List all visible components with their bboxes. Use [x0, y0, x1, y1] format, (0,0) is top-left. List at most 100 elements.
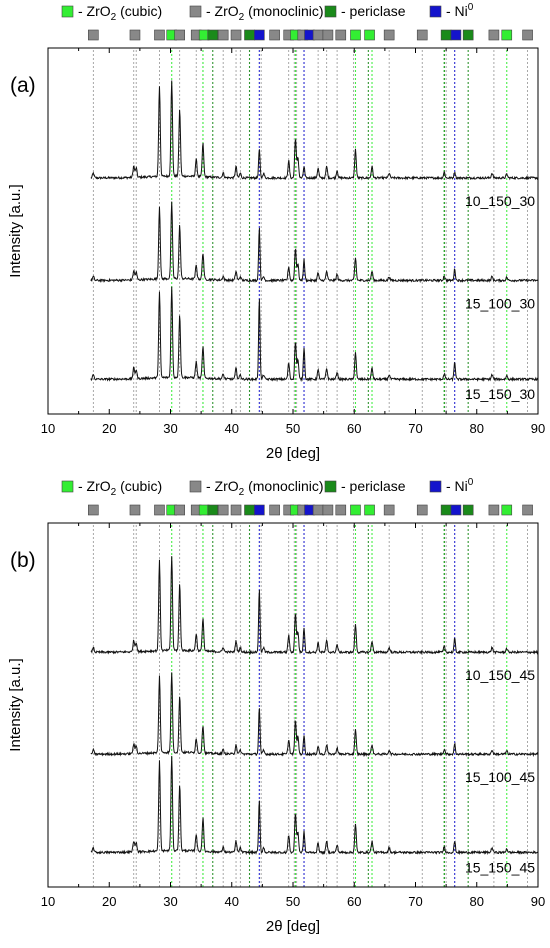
x-axis-label: 2θ [deg]: [266, 445, 320, 462]
legend-after: (cubic): [116, 478, 162, 494]
plot-frame: [47, 522, 539, 888]
phase-marker-monoclinic: [88, 504, 99, 516]
x-tick-label: 90: [531, 894, 545, 909]
y-axis-label: Intensity [a.u.]: [7, 658, 24, 751]
legend-text: - ZrO: [206, 478, 239, 494]
x-tick-label: 30: [163, 421, 177, 436]
phase-marker-cubic: [364, 504, 375, 516]
phase-marker-monoclinic: [335, 29, 347, 41]
legend-label-2: - periclase: [341, 478, 406, 494]
legend-after: (cubic): [116, 3, 162, 19]
pattern-15_100_30: [90, 201, 539, 284]
legend-swatch-1: [189, 480, 202, 493]
phase-marker-monoclinic: [269, 504, 280, 516]
legend-after: (monoclinic): [244, 478, 323, 494]
phase-marker-monoclinic: [217, 504, 229, 516]
phase-marker-monoclinic: [322, 504, 334, 516]
phase-marker-monoclinic: [416, 29, 428, 41]
phase-marker-periclase: [244, 29, 255, 41]
phase-marker-ni: [450, 504, 462, 516]
phase-marker-monoclinic: [312, 504, 324, 516]
pattern-15_150_30: [90, 286, 539, 383]
x-tick-label: 80: [470, 894, 484, 909]
x-tick-label: 60: [347, 421, 361, 436]
legend-label-1: - ZrO2 (monoclinic): [206, 3, 324, 23]
phase-marker-periclase: [207, 29, 219, 41]
legend-swatch-3: [429, 5, 442, 18]
pattern-15_100_45: [90, 672, 539, 758]
series-label: 15_150_45: [465, 859, 535, 875]
series-label: 15_100_30: [465, 295, 535, 311]
legend-superscript: 0: [468, 2, 474, 13]
legend-text: - periclase: [341, 3, 406, 19]
x-tick-label: 10: [41, 421, 55, 436]
x-tick-label: 10: [41, 894, 55, 909]
phase-marker-cubic: [501, 504, 513, 516]
legend-text: - ZrO: [206, 3, 239, 19]
phase-marker-monoclinic: [129, 504, 141, 516]
x-axis-label: 2θ [deg]: [266, 918, 320, 935]
phase-marker-monoclinic: [488, 504, 500, 516]
pattern-15_150_45: [90, 755, 538, 856]
phase-marker-monoclinic: [383, 504, 395, 516]
phase-marker-monoclinic: [269, 29, 280, 41]
x-tick-label: 90: [531, 421, 545, 436]
phase-marker-monoclinic: [312, 29, 324, 41]
series-label: 15_150_30: [465, 386, 535, 402]
legend-swatch-2: [324, 5, 337, 18]
phase-marker-monoclinic: [129, 29, 141, 41]
phase-marker-periclase: [244, 504, 255, 516]
legend-label-3: - Ni0: [446, 477, 474, 494]
x-tick-label: 60: [347, 894, 361, 909]
legend-swatch-3: [429, 480, 442, 493]
phase-marker-monoclinic: [230, 29, 242, 41]
phase-marker-monoclinic: [174, 29, 185, 41]
series-label: 15_100_45: [465, 769, 535, 785]
phase-marker-periclase: [462, 504, 474, 516]
legend-label-1: - ZrO2 (monoclinic): [206, 478, 324, 498]
plot-frame: [47, 47, 539, 415]
legend-label-3: - Ni0: [446, 2, 474, 19]
x-tick-label: 70: [408, 421, 422, 436]
phase-marker-monoclinic: [322, 29, 334, 41]
x-tick-label: 20: [102, 421, 116, 436]
x-tick-label: 70: [408, 894, 422, 909]
legend-subscript: 2: [111, 487, 117, 498]
pattern-10_150_45: [90, 556, 539, 655]
phase-marker-periclase: [440, 29, 452, 41]
legend-label-2: - periclase: [341, 3, 406, 19]
x-tick-label: 30: [163, 894, 177, 909]
legend-subscript: 2: [239, 12, 245, 23]
panel-b: - ZrO2 (cubic) - ZrO2 (monoclinic) - peric…: [7, 477, 545, 935]
phase-marker-ni: [450, 29, 462, 41]
legend-superscript: 0: [468, 477, 474, 488]
legend-text: - periclase: [341, 478, 406, 494]
phase-marker-monoclinic: [416, 504, 428, 516]
phase-marker-ni: [254, 29, 265, 41]
x-tick-label: 50: [286, 421, 300, 436]
panel-label: (a): [10, 74, 36, 97]
legend-swatch-1: [189, 5, 202, 18]
legend-text: - ZrO: [78, 478, 111, 494]
legend-text: - Ni: [446, 478, 468, 494]
legend-subscript: 2: [111, 12, 117, 23]
phase-marker-monoclinic: [88, 29, 99, 41]
phase-marker-monoclinic: [154, 29, 165, 41]
legend-label-0: - ZrO2 (cubic): [78, 3, 162, 23]
phase-marker-monoclinic: [174, 504, 185, 516]
legend-swatch-0: [61, 480, 74, 493]
legend-after: (monoclinic): [244, 3, 323, 19]
panel-a: - ZrO2 (cubic) - ZrO2 (monoclinic) - peric…: [7, 2, 545, 462]
phase-marker-monoclinic: [335, 504, 347, 516]
phase-marker-monoclinic: [522, 504, 533, 516]
pattern-10_150_30: [90, 80, 539, 181]
legend-swatch-2: [324, 480, 337, 493]
x-tick-label: 20: [102, 894, 116, 909]
x-tick-label: 80: [470, 421, 484, 436]
phase-marker-cubic: [501, 29, 513, 41]
phase-marker-cubic: [350, 504, 361, 516]
legend-swatch-0: [61, 5, 74, 18]
phase-marker-monoclinic: [217, 29, 229, 41]
legend-text: - Ni: [446, 3, 468, 19]
